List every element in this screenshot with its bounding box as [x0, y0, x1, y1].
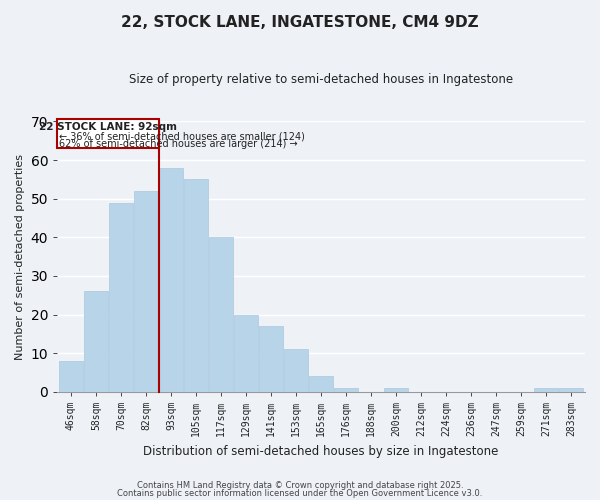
- Bar: [134, 191, 158, 392]
- Bar: [57, 120, 160, 148]
- Bar: [84, 292, 108, 392]
- Bar: [259, 326, 283, 392]
- Bar: [184, 180, 208, 392]
- Bar: [559, 388, 583, 392]
- Bar: [309, 376, 333, 392]
- Bar: [535, 388, 558, 392]
- Bar: [234, 314, 258, 392]
- Text: 22, STOCK LANE, INGATESTONE, CM4 9DZ: 22, STOCK LANE, INGATESTONE, CM4 9DZ: [121, 15, 479, 30]
- Y-axis label: Number of semi-detached properties: Number of semi-detached properties: [15, 154, 25, 360]
- Bar: [384, 388, 408, 392]
- Text: Contains HM Land Registry data © Crown copyright and database right 2025.: Contains HM Land Registry data © Crown c…: [137, 480, 463, 490]
- Bar: [59, 361, 83, 392]
- X-axis label: Distribution of semi-detached houses by size in Ingatestone: Distribution of semi-detached houses by …: [143, 444, 499, 458]
- Bar: [334, 388, 358, 392]
- Text: 22 STOCK LANE: 92sqm: 22 STOCK LANE: 92sqm: [39, 122, 177, 132]
- Bar: [284, 350, 308, 392]
- Bar: [109, 202, 133, 392]
- Bar: [209, 238, 233, 392]
- Title: Size of property relative to semi-detached houses in Ingatestone: Size of property relative to semi-detach…: [129, 72, 513, 86]
- Text: 62% of semi-detached houses are larger (214) →: 62% of semi-detached houses are larger (…: [59, 139, 298, 149]
- Text: ← 36% of semi-detached houses are smaller (124): ← 36% of semi-detached houses are smalle…: [59, 131, 305, 141]
- Bar: [159, 168, 183, 392]
- Text: Contains public sector information licensed under the Open Government Licence v3: Contains public sector information licen…: [118, 489, 482, 498]
